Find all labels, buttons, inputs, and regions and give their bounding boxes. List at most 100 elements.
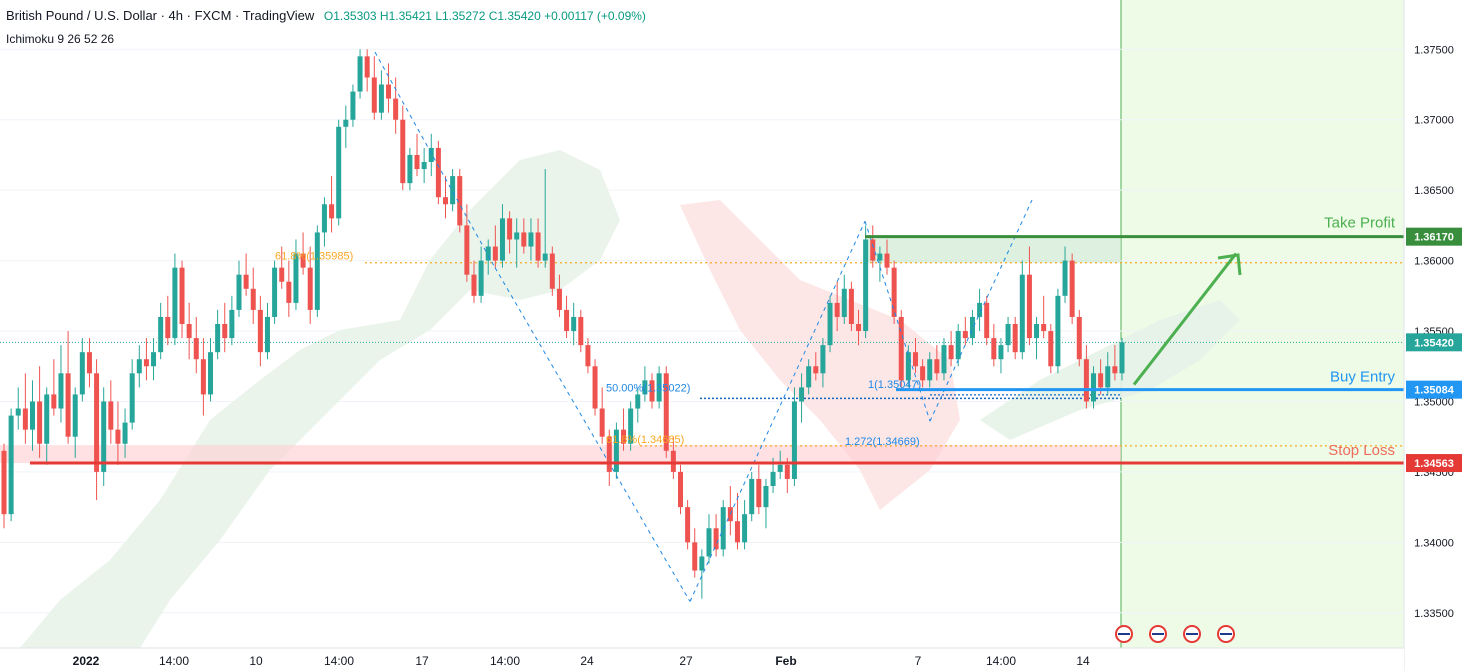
candle-body: [692, 542, 697, 570]
candle-body: [393, 99, 398, 120]
candle-body: [493, 247, 498, 261]
candle-body: [279, 268, 284, 282]
time-tick-label: 14:00: [324, 654, 354, 668]
candle-body: [949, 345, 954, 359]
candle-body: [842, 289, 847, 317]
candle-body: [856, 324, 861, 331]
candle-body: [422, 162, 427, 169]
candle-body: [365, 56, 370, 77]
stop-loss-label: Stop Loss: [1328, 442, 1395, 459]
candle-body: [792, 401, 797, 478]
candle-body: [749, 479, 754, 514]
candle-body: [1048, 331, 1053, 366]
price-tick-label: 1.37500: [1414, 44, 1454, 56]
candle-body: [877, 254, 882, 261]
fib-label: 61.8%(1.34685): [606, 434, 684, 446]
candle-body: [130, 373, 135, 422]
candle-body: [2, 451, 7, 514]
candle-body: [593, 366, 598, 408]
candle-body: [984, 303, 989, 338]
candle-body: [1034, 324, 1039, 338]
price-tick-label: 1.37000: [1414, 115, 1454, 127]
candle-body: [991, 338, 996, 359]
candle-body: [471, 275, 476, 296]
candle-body: [1020, 275, 1025, 352]
candle-body: [308, 268, 313, 310]
candle-body: [1055, 296, 1060, 366]
candle-body: [415, 155, 420, 169]
candle-body: [315, 232, 320, 309]
candle-body: [799, 387, 804, 401]
price-tick-label: 1.34000: [1414, 537, 1454, 549]
candle-body: [892, 268, 897, 317]
candle-body: [172, 268, 177, 338]
candle-body: [1063, 261, 1068, 296]
candle-body: [927, 359, 932, 380]
candle-body: [899, 317, 904, 380]
candle-body: [58, 373, 63, 408]
candle-body: [30, 401, 35, 429]
candle-body: [372, 77, 377, 112]
candle-body: [756, 479, 761, 507]
fib-label: 50.00%(1.35022): [606, 382, 690, 394]
candle-body: [771, 472, 776, 486]
candle-body: [970, 317, 975, 338]
candle-body: [998, 345, 1003, 359]
candle-body: [443, 197, 448, 204]
candle-body: [464, 225, 469, 274]
candle-body: [16, 409, 21, 416]
candle-body: [87, 352, 92, 373]
time-tick-label: 10: [249, 654, 263, 668]
buy-entry-label: Buy Entry: [1330, 369, 1396, 386]
candle-body: [1084, 359, 1089, 401]
candle-body: [350, 92, 355, 120]
candle-body: [820, 345, 825, 373]
candle-body: [735, 521, 740, 542]
candle-body: [1041, 324, 1046, 331]
candle-body: [44, 394, 49, 443]
stop-loss-zone: [0, 445, 1121, 463]
candle-body: [685, 507, 690, 542]
time-tick-label: 27: [679, 654, 693, 668]
candle-body: [158, 317, 163, 352]
candle-body: [934, 359, 939, 373]
candle-body: [564, 310, 569, 331]
candle-body: [343, 120, 348, 127]
candle-body: [536, 232, 541, 260]
candle-body: [956, 331, 961, 359]
ichimoku-cloud-green: [20, 150, 620, 648]
candle-body: [165, 317, 170, 338]
candle-body: [571, 317, 576, 331]
candle-body: [9, 416, 14, 515]
time-tick-label: 14:00: [159, 654, 189, 668]
candle-body: [258, 310, 263, 352]
candle-body: [885, 254, 890, 268]
candle-body: [23, 409, 28, 430]
candle-body: [1070, 261, 1075, 317]
candle-body: [521, 232, 526, 246]
fib-label: 61.8%(1.35985): [275, 251, 353, 263]
fib-label: 1.272(1.34669): [845, 436, 920, 448]
candle-body: [251, 289, 256, 310]
time-tick-label: Feb: [775, 654, 796, 668]
candle-body: [863, 239, 868, 331]
candle-body: [870, 239, 875, 260]
price-tag-label: 1.35084: [1414, 385, 1455, 397]
time-tick-label: 14: [1076, 654, 1090, 668]
candle-body: [742, 514, 747, 542]
candle-body: [941, 345, 946, 373]
candle-body: [272, 268, 277, 317]
candle-body: [236, 275, 241, 310]
candle-body: [507, 218, 512, 239]
fib-label: 1(1.35047): [868, 379, 921, 391]
candle-body: [37, 401, 42, 443]
candle-body: [763, 486, 768, 507]
time-tick-label: 17: [415, 654, 429, 668]
time-tick-label: 24: [580, 654, 594, 668]
candle-body: [557, 289, 562, 310]
candle-body: [849, 289, 854, 324]
candle-body: [706, 528, 711, 556]
candle-body: [101, 401, 106, 471]
price-tag-label: 1.35420: [1414, 337, 1454, 349]
